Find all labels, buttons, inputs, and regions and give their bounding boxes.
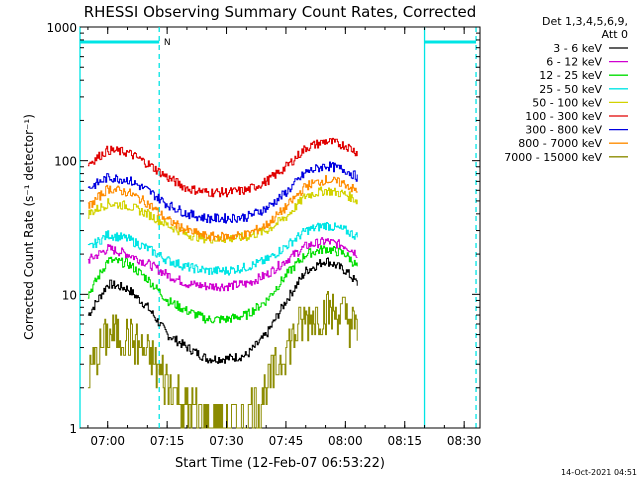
plot-frame <box>79 26 481 429</box>
x-tick-label: 08:00 <box>328 434 363 448</box>
legend-label: 12 - 25 keV <box>539 69 602 82</box>
x-tick-label: 08:15 <box>387 434 422 448</box>
x-tick-label: 07:00 <box>90 434 125 448</box>
y-axis: 1 10 100 1000 <box>46 21 480 436</box>
y-tick-label: 100 <box>54 155 77 169</box>
legend-label: 50 - 100 keV <box>532 96 602 109</box>
x-tick-label: 08:30 <box>447 434 482 448</box>
legend-label: 300 - 800 keV <box>525 124 602 137</box>
x-tick-label: 07:45 <box>269 434 304 448</box>
marker-layer: N <box>79 27 477 428</box>
legend-label: 100 - 300 keV <box>525 110 602 123</box>
series-line <box>87 175 358 242</box>
legend-label: 800 - 7000 keV <box>518 137 602 150</box>
timestamp: 14-Oct-2021 04:51 <box>561 468 637 477</box>
y-tick-label: 1000 <box>46 21 77 35</box>
legend-label: 7000 - 15000 keV <box>504 151 602 164</box>
series-line <box>87 137 358 198</box>
legend-header-line-1: Det 1,3,4,5,6,9, <box>542 15 628 28</box>
series-line <box>87 257 358 364</box>
x-axis: 07:00 07:15 07:30 07:45 08:00 08:15 08:30 <box>87 27 482 448</box>
chart-title: RHESSI Observing Summary Count Rates, Co… <box>84 3 477 21</box>
x-tick-label: 07:30 <box>209 434 244 448</box>
y-tick-label: 1 <box>69 422 77 436</box>
series-line <box>87 222 358 276</box>
series-line <box>87 161 358 224</box>
plot-area: N 07:00 07:15 07:30 07:45 08:00 08:15 08:30 11… <box>46 21 481 448</box>
series-layer <box>87 137 358 429</box>
legend-header-line-2: Att 0 <box>602 28 628 41</box>
series-line <box>87 245 358 324</box>
legend-label: 25 - 50 keV <box>539 83 602 96</box>
flag-label: N <box>164 38 171 48</box>
legend-label: 6 - 12 keV <box>546 56 602 69</box>
series-line <box>87 237 358 292</box>
y-tick-label: 10 <box>62 288 77 302</box>
legend-label: 3 - 6 keV <box>553 42 602 55</box>
x-tick-label: 07:15 <box>150 434 185 448</box>
y-axis-label: Corrected Count Rate (s⁻¹ detector⁻¹) <box>22 114 36 340</box>
x-axis-label: Start Time (12-Feb-07 06:53:22) <box>175 456 385 471</box>
series-line <box>87 291 358 429</box>
